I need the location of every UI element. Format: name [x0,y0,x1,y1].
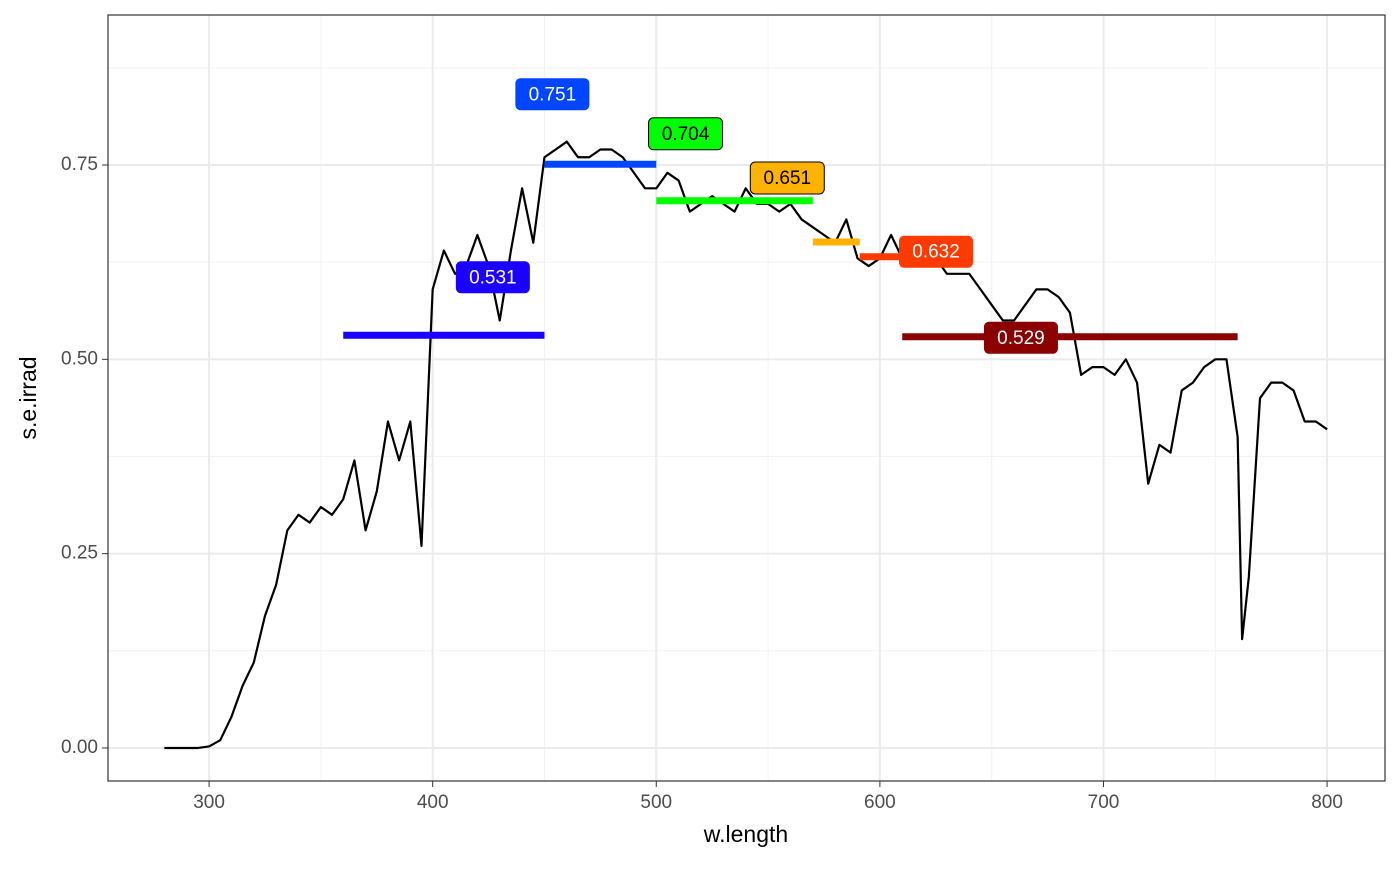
y-tick-label: 0.25 [61,543,98,564]
band-label: 0.704 [662,124,710,145]
band-label: 0.632 [912,242,960,263]
spectrum-line [164,140,1328,750]
x-tick-label: 500 [640,792,672,813]
y-tick-label: 0.75 [61,154,98,175]
y-tick-label: 0.50 [61,348,98,369]
label-box [983,321,1058,354]
x-tick-label: 800 [1311,792,1343,813]
label-box [455,261,530,294]
label-box [898,235,973,268]
band-label: 0.751 [529,84,577,105]
band-label: 0.529 [997,328,1045,349]
x-tick-label: 600 [864,792,896,813]
band-label: 0.651 [764,168,812,189]
x-tick-label: 700 [1088,792,1120,813]
y-tick-label: 0.00 [61,737,98,758]
label-box [648,117,724,151]
plot-background [108,15,1385,781]
x-tick-label: 400 [417,792,449,813]
label-box [515,78,590,111]
x-tick-label: 300 [193,792,225,813]
label-box [749,161,825,195]
band-label: 0.531 [469,267,517,288]
plot-border [107,14,1386,782]
y-axis-title: s.e.irrad [15,356,41,439]
x-axis-title: w.length [703,821,788,847]
